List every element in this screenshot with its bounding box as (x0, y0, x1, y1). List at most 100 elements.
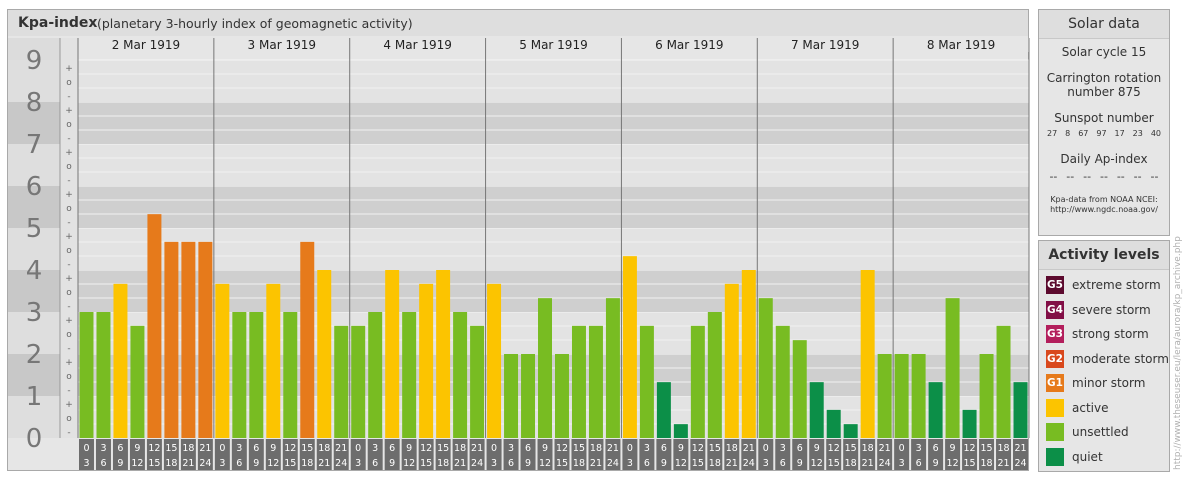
time-slot-box (248, 439, 264, 470)
time-slot-end: 18 (980, 458, 992, 469)
time-slot-box (894, 439, 910, 470)
time-slot-start: 0 (491, 443, 497, 454)
kp-bar (283, 312, 298, 438)
kp-bar (1013, 382, 1028, 438)
time-slot-box (265, 439, 281, 470)
sunspot-value: 17 (1114, 129, 1125, 138)
y-subtick-label: + (65, 316, 73, 326)
kp-bar (521, 354, 536, 438)
level-swatch: G5 (1046, 276, 1064, 295)
kp-bar (639, 325, 654, 438)
time-slot-box (826, 439, 842, 470)
y-tick-label: 1 (26, 382, 43, 412)
kp-bar (130, 325, 145, 438)
y-subtick-label: + (65, 400, 73, 410)
y-tick-label: 6 (26, 172, 43, 202)
kp-bar (707, 312, 722, 438)
y-subtick-label: o (66, 162, 72, 172)
activity-level-item: G5 extreme storm (1039, 273, 1169, 298)
time-slot-box (758, 439, 774, 470)
y-band (78, 228, 1029, 270)
time-slot-box (520, 439, 536, 470)
kp-bar (724, 283, 739, 438)
level-swatch (1046, 423, 1064, 442)
kp-bar (402, 312, 417, 438)
y-band-label-bg (8, 102, 60, 144)
time-slot-start: 6 (253, 443, 259, 454)
kp-bar (656, 382, 671, 438)
time-slot-start: 12 (420, 443, 432, 454)
time-slot-box (435, 439, 451, 470)
source-link[interactable]: http://www.ngdc.noaa.gov/ (1050, 205, 1158, 214)
time-slot-start: 0 (763, 443, 769, 454)
time-slot-end: 3 (763, 458, 769, 469)
level-label: unsettled (1072, 425, 1129, 440)
level-label: strong storm (1072, 327, 1149, 342)
time-slot-end: 6 (508, 458, 514, 469)
title-bar (8, 10, 1028, 36)
level-swatch (1046, 447, 1064, 466)
time-slot-end: 24 (335, 458, 347, 469)
carrington-line-2: number 875 (1067, 85, 1141, 99)
time-slot-end: 12 (403, 458, 415, 469)
level-swatch: G2 (1046, 349, 1064, 368)
kp-bar (300, 241, 315, 438)
kp-bar (79, 312, 94, 438)
time-slot-end: 15 (692, 458, 704, 469)
kp-bar (690, 325, 705, 438)
y-subtick-label: o (66, 204, 72, 214)
sunspot-value: 97 (1096, 129, 1107, 138)
ap-value: -- (1116, 170, 1125, 183)
sunspot-value: 40 (1150, 129, 1162, 138)
kp-bar (470, 325, 485, 438)
kp-bar (436, 270, 451, 438)
time-slot-box (163, 439, 179, 470)
time-slot-box (962, 439, 978, 470)
time-slot-start: 3 (916, 443, 922, 454)
source-note: Kpa-data from NOAA NCEI: http://www.ngdc… (1039, 195, 1169, 215)
time-slot-end: 9 (525, 458, 531, 469)
kp-bar (504, 354, 519, 438)
time-slot-start: 15 (165, 443, 177, 454)
kp-bar (555, 354, 569, 438)
kp-bar (334, 325, 349, 438)
time-slot-box (622, 439, 638, 470)
carrington-line-1: Carrington rotation (1046, 71, 1162, 85)
time-slot-end: 24 (607, 458, 619, 469)
y-tick-label: 3 (26, 298, 43, 328)
time-slot-end: 15 (556, 458, 568, 469)
y-band (78, 144, 1029, 186)
kp-bar (979, 354, 994, 438)
time-slot-start: 21 (471, 443, 483, 454)
time-slot-start: 3 (644, 443, 650, 454)
y-tick-label: 5 (26, 214, 43, 244)
time-slot-end: 24 (1014, 458, 1026, 469)
time-slot-box (1013, 439, 1028, 470)
kp-bar (622, 256, 637, 438)
y-tick-label: 7 (26, 130, 43, 160)
kp-bar (792, 340, 807, 438)
activity-level-item: G3 strong storm (1039, 322, 1169, 347)
time-slot-box (945, 439, 961, 470)
time-slot-end: 9 (389, 458, 395, 469)
time-slot-box (877, 439, 893, 470)
y-band-label-bg (8, 396, 60, 438)
y-subtick-label: + (65, 148, 73, 158)
time-slot-end: 12 (675, 458, 687, 469)
time-slot-start: 0 (627, 443, 633, 454)
kp-bar (826, 409, 841, 438)
y-subtick-label: o (66, 246, 72, 256)
kp-bar (996, 325, 1011, 438)
time-slot-start: 21 (879, 443, 891, 454)
time-slot-box (911, 439, 927, 470)
kp-bar (198, 241, 213, 438)
level-swatch: G4 (1046, 300, 1064, 319)
y-tick-label: 0 (26, 424, 43, 454)
y-band (78, 60, 1029, 102)
time-slot-end: 9 (661, 458, 667, 469)
activity-levels-heading: Activity levels (1039, 241, 1169, 270)
time-slot-start: 6 (933, 443, 939, 454)
time-slot-box (180, 439, 196, 470)
time-slot-start: 3 (236, 443, 242, 454)
day-label: 8 Mar 1919 (927, 38, 995, 52)
